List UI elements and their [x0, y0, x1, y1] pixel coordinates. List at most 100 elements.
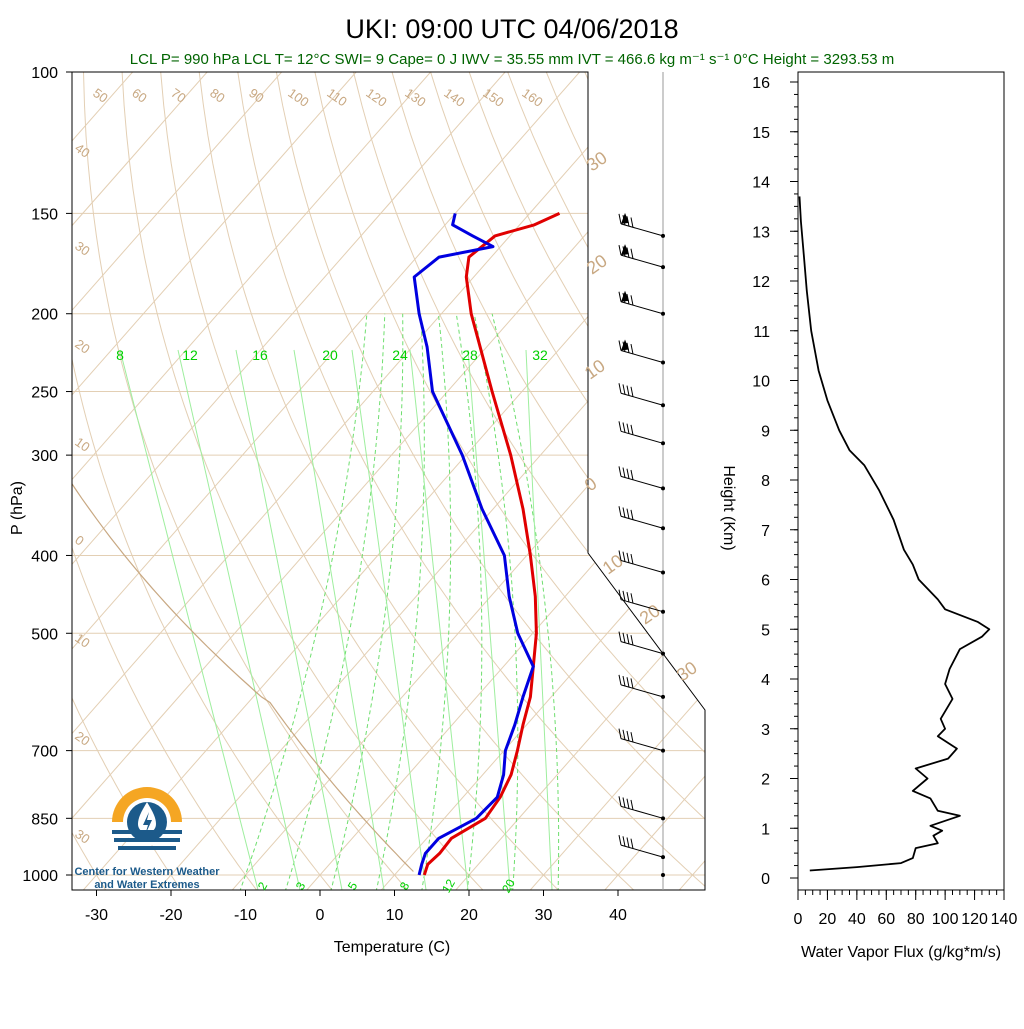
x-tick-label: 10: [386, 907, 404, 924]
barb-feather: [627, 553, 629, 563]
dry-adiabat-label: 140: [441, 85, 467, 110]
wind-barb: [621, 302, 663, 314]
wind-barb: [621, 350, 663, 362]
dry-adiabat: [392, 72, 1014, 892]
mixing-ratio-line: [236, 350, 342, 890]
x-tick-label: -10: [234, 907, 257, 924]
height-tick-label: 8: [761, 473, 770, 490]
barb-feather: [631, 839, 633, 849]
x-tick-label: 0: [316, 907, 325, 924]
logo-wave-2: [114, 838, 180, 842]
p-tick-label-400: 400: [31, 548, 58, 565]
height-tick-label: 0: [761, 871, 770, 888]
barb-feather: [627, 731, 629, 741]
dry-adiabat: [5, 72, 258, 892]
isotherm: [7, 72, 729, 892]
barb-feather: [631, 344, 633, 354]
mixing-ratio-label: 28: [462, 347, 478, 363]
barb-feather: [619, 466, 621, 476]
barb-feather: [627, 592, 629, 602]
dry-adiabat-label: 110: [324, 85, 350, 109]
moist-adiabat: [456, 314, 482, 892]
isotherm-right-label: 20: [636, 600, 664, 628]
height-tick-label: 15: [752, 125, 770, 142]
barb-feather: [631, 425, 633, 435]
dry-adiabat: [469, 72, 1024, 892]
mixing-ratio-label: 12: [182, 347, 198, 363]
barb-feather: [619, 675, 621, 685]
isotherm-label: 0: [72, 532, 87, 548]
logo-wave-1: [112, 830, 182, 834]
barb-feather: [623, 468, 625, 478]
mixing-ratio-line: [352, 350, 426, 890]
moist-adiabat: [240, 314, 367, 892]
isotherm: [752, 72, 1024, 892]
sounding-traces: [414, 213, 559, 875]
barb-feather: [619, 835, 621, 845]
wind-barb: [621, 393, 663, 405]
wind-barb: [621, 642, 663, 654]
p-tick-label-850: 850: [31, 811, 58, 828]
dry-adiabat: [739, 72, 1024, 892]
isotherm: [529, 72, 1024, 892]
barb-feather: [619, 383, 621, 393]
wind-barb: [621, 739, 663, 751]
chart-title: UKI: 09:00 UTC 04/06/2018: [345, 14, 678, 44]
isotherm: [0, 72, 282, 892]
height-tick-label: 16: [752, 75, 770, 92]
barb-feather: [623, 552, 625, 562]
mixing-ratio-label: 12: [439, 876, 458, 895]
wind-barb: [621, 516, 663, 528]
height-tick-label: 14: [752, 175, 770, 192]
barb-feather: [623, 423, 625, 433]
barb-feather: [627, 838, 629, 848]
barb-feather: [627, 424, 629, 434]
flux-tick-label: 140: [991, 911, 1018, 928]
isotherm-right-label: 10: [599, 550, 627, 578]
dry-adiabat-label: 60: [129, 85, 149, 106]
moist-adiabat: [376, 314, 424, 892]
barb-feather: [631, 800, 633, 810]
mixing-ratio-line: [526, 350, 552, 890]
skew-t-frame: [72, 72, 705, 890]
dry-adiabat-label: 70: [168, 85, 188, 106]
dry-adiabat-label: 120: [363, 85, 389, 110]
barb-feather: [627, 509, 629, 519]
barb-feather: [623, 633, 625, 643]
barb-feather: [619, 506, 621, 516]
logo-line-1: Center for Western Weather: [74, 866, 220, 878]
wvf-curve: [800, 196, 990, 870]
skew-t-ticks: [66, 72, 618, 896]
isotherm-label: 40: [72, 140, 92, 161]
wind-barb: [621, 560, 663, 572]
wind-barb: [621, 845, 663, 857]
dry-adiabat: [816, 72, 1024, 892]
x-tick-label: -30: [85, 907, 108, 924]
isotherm-label: 30: [72, 238, 92, 259]
isotherm: [0, 72, 356, 892]
moist-adiabat: [492, 314, 558, 892]
dry-adiabat: [354, 72, 939, 892]
barb-feather: [627, 386, 629, 396]
barb-feather: [627, 677, 629, 687]
flux-tick-label: 100: [932, 911, 959, 928]
barb-feather: [623, 507, 625, 517]
barb-feather: [631, 218, 633, 228]
flux-tick-label: 20: [819, 911, 837, 928]
dry-adiabat: [855, 72, 1024, 892]
dry-adiabat-label: 100: [285, 85, 311, 110]
barb-feather: [631, 593, 633, 603]
isotherm-label: 20: [72, 728, 92, 749]
barb-feather: [631, 470, 633, 480]
barb-feather: [631, 295, 633, 305]
barb-feather: [623, 836, 625, 846]
wvf-frame: [798, 72, 1004, 890]
height-tick-label: 13: [752, 224, 770, 241]
barb-feather: [619, 421, 621, 431]
p-tick-label-1000: 1000: [22, 868, 58, 885]
barb-feather: [627, 634, 629, 644]
barb-feather: [631, 387, 633, 397]
